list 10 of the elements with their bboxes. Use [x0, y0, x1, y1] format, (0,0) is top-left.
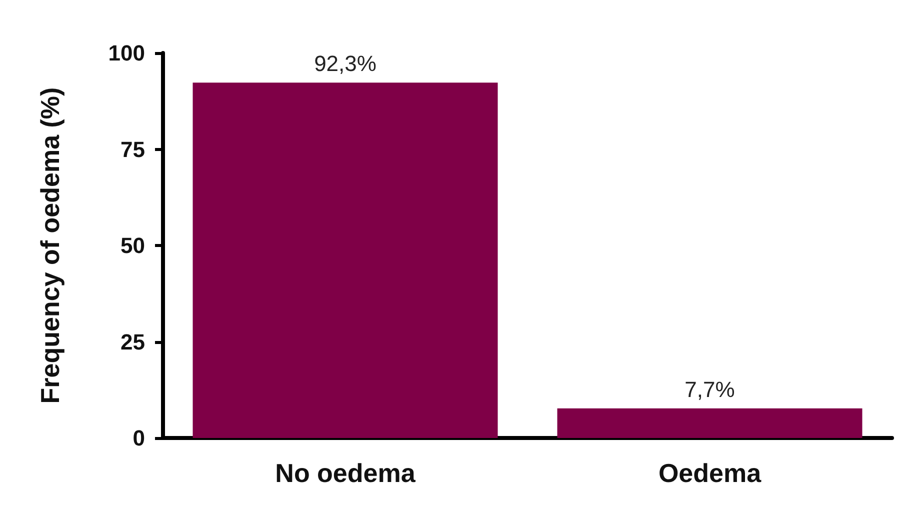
y-tick-label: 25 [120, 329, 145, 354]
data-label: 92,3% [314, 51, 376, 76]
data-label: 7,7% [684, 376, 735, 402]
x-tick-label: Oedema [658, 458, 762, 488]
y-tick-label: 0 [132, 426, 145, 450]
y-tick-label: 100 [108, 40, 145, 66]
y-tick-label: 50 [120, 233, 145, 258]
y-tick-label: 75 [120, 136, 145, 162]
x-tick-label: No oedema [275, 458, 416, 488]
y-axis-title: Frequency of oedema (%) [35, 87, 65, 404]
